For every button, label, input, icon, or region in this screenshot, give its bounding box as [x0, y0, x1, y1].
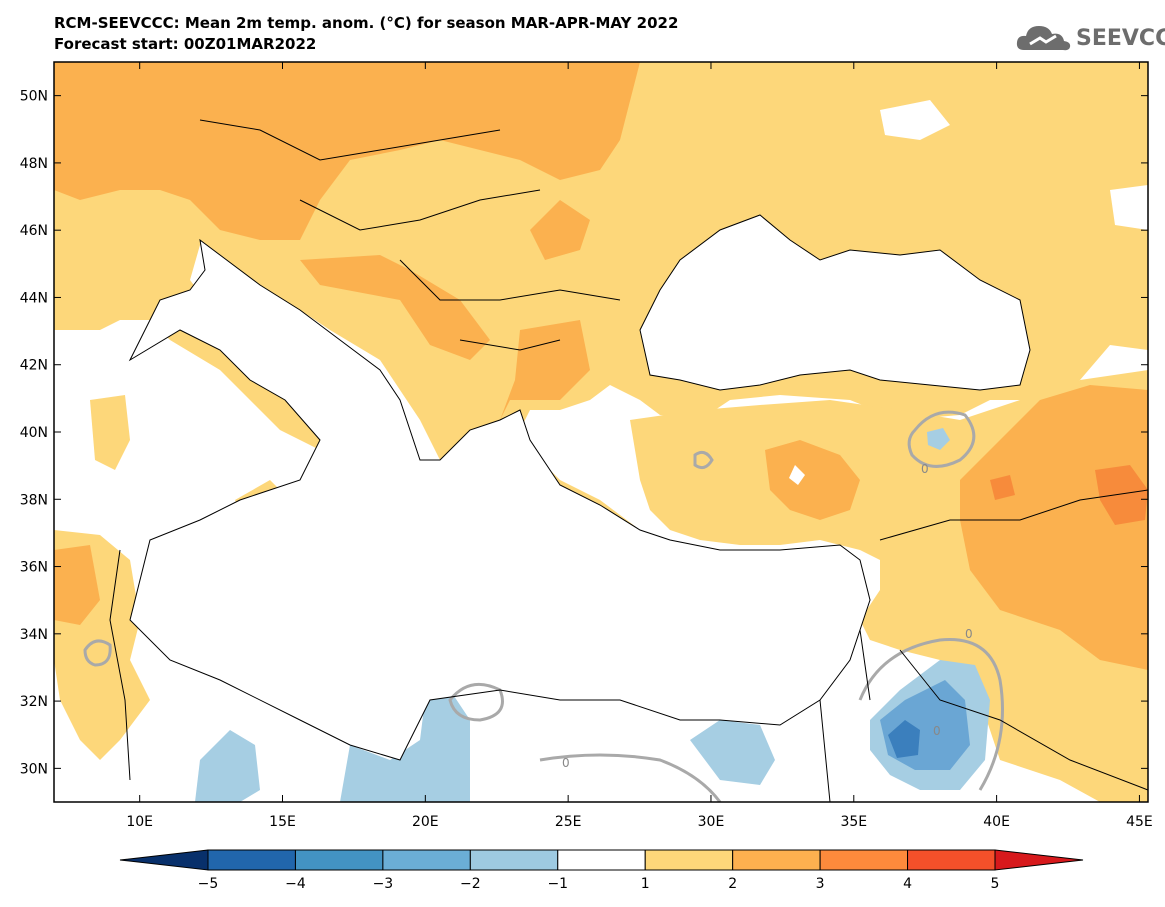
anomaly-hole-white [880, 100, 950, 140]
colorbar-level-label: 2 [728, 876, 737, 892]
lat-tick-label: 36N [20, 560, 48, 576]
colorbar-extend-low [119, 849, 209, 871]
colorbar-level-label: −5 [198, 876, 219, 892]
anomaly-area-1-2-europe [54, 62, 1148, 580]
colorbar-level-label: 3 [816, 876, 825, 892]
colorbar-level-label: −4 [285, 876, 306, 892]
lat-tick-label: 38N [20, 492, 48, 508]
anomaly-area-m1-m2-turkey [927, 428, 950, 450]
colorbar-level-label: 4 [903, 876, 912, 892]
colorbar-level-label: −3 [373, 876, 394, 892]
lat-tick-label: 34N [20, 627, 48, 643]
lat-tick-label: 40N [20, 425, 48, 441]
colorbar-segment [819, 849, 909, 871]
lon-tick-label: 30E [698, 814, 725, 830]
mediterranean-sea [130, 240, 870, 760]
anomaly-fields [54, 62, 1148, 802]
lat-tick-label: 32N [20, 694, 48, 710]
colorbar-segment [382, 849, 471, 871]
colorbar-level-label: 1 [641, 876, 650, 892]
colorbar-level-label: 5 [991, 876, 1000, 892]
lat-tick-label: 42N [20, 358, 48, 374]
contour-label: 0 [562, 756, 570, 770]
colorbar-segment [294, 849, 384, 871]
lon-tick-label: 45E [1126, 814, 1153, 830]
anomaly-area-m1-m2-libya [340, 690, 470, 802]
anomaly-area-m1-m2-egypt [690, 720, 775, 785]
anomaly-area-2-3-balkans [300, 255, 490, 360]
lat-tick-label: 44N [20, 290, 48, 306]
anomaly-area-m1-m2-libya-west [195, 730, 260, 802]
anomaly-area-2-3-tunisia [54, 545, 100, 625]
colorbar-segment [557, 849, 646, 871]
colorbar-segment [207, 849, 296, 871]
latitude-axis: 50N 48N 46N 44N 42N 40N 38N 36N 34N 32N 30N [20, 89, 1148, 777]
lat-tick-label: 48N [20, 156, 48, 172]
anomaly-area-2-3-ukraine [530, 200, 590, 260]
zero-contour-egypt [539, 753, 722, 802]
colorbar-segment [469, 849, 559, 871]
black-sea [640, 215, 1030, 390]
border-lines [109, 119, 1148, 802]
anomaly-area-2-3-east [960, 385, 1148, 670]
anomaly-area-3-4-ne [990, 475, 1015, 500]
coastline-mediterranean [128, 238, 871, 761]
lat-tick-label: 30N [20, 761, 48, 777]
anomaly-area-m2-m3-arabia [880, 680, 970, 770]
zero-contour-arabia [858, 638, 1004, 791]
lon-tick-label: 15E [269, 814, 296, 830]
lon-tick-label: 35E [840, 814, 867, 830]
colorbar-segment [907, 849, 996, 871]
zero-contour-turkey-2 [693, 450, 714, 470]
zero-contours [83, 410, 1004, 802]
anomaly-area-m3-m4-arabia [888, 720, 920, 758]
colorbar-segment [732, 849, 821, 871]
zero-contour-libya [448, 682, 504, 722]
zero-contour-turkey [907, 410, 976, 468]
anomaly-area-2-3-anatolia [765, 440, 860, 520]
anomaly-hole-white [1110, 185, 1148, 230]
colorbar-segment [644, 849, 734, 871]
logo-text: SEEVCCC [1076, 25, 1165, 51]
contour-labels: 0 0 0 0 [562, 462, 973, 770]
zero-contour-tunisia [83, 639, 112, 667]
lon-tick-label: 10E [126, 814, 153, 830]
colorbar-level-label: −1 [547, 876, 568, 892]
coastlines [109, 119, 1148, 802]
lon-tick-label: 40E [983, 814, 1010, 830]
coastline-black-sea [639, 214, 1031, 391]
cloud-logo-icon [1016, 26, 1071, 51]
anomaly-area-2-3-bulgaria [500, 320, 590, 420]
anomaly-area-1-2-sardinia [90, 395, 130, 470]
forecast-start-label: Forecast start: 00Z01MAR2022 [54, 35, 317, 53]
anomaly-area-2-3-central-europe [54, 62, 640, 240]
longitude-axis: 10E 15E 20E 25E 30E 35E 40E 45E [126, 62, 1153, 830]
anomaly-area-3-4-iran [1095, 465, 1148, 525]
seevccc-logo: SEEVCCC [1016, 22, 1165, 54]
contour-label: 0 [921, 462, 929, 476]
map-title: RCM-SEEVCCC: Mean 2m temp. anom. (°C) fo… [54, 14, 679, 32]
colorbar-level-label: −2 [460, 876, 481, 892]
colorbar-extend-high [994, 849, 1084, 871]
lat-tick-label: 46N [20, 223, 48, 239]
contour-label: 0 [933, 724, 941, 738]
lon-tick-label: 20E [412, 814, 439, 830]
lat-tick-label: 50N [20, 89, 48, 105]
lon-tick-label: 25E [555, 814, 582, 830]
contour-label: 0 [965, 627, 973, 641]
colorbar: −5 −4 −3 −2 −1 1 2 3 4 5 [119, 849, 1084, 892]
anomaly-hole-white [789, 465, 805, 485]
